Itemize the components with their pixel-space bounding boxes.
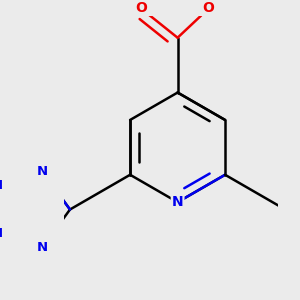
Text: N: N — [0, 226, 3, 240]
Text: O: O — [135, 2, 147, 16]
Text: N: N — [0, 179, 3, 192]
Text: N: N — [172, 195, 183, 209]
Text: N: N — [37, 241, 48, 254]
Text: O: O — [203, 2, 214, 16]
Text: N: N — [37, 165, 48, 178]
